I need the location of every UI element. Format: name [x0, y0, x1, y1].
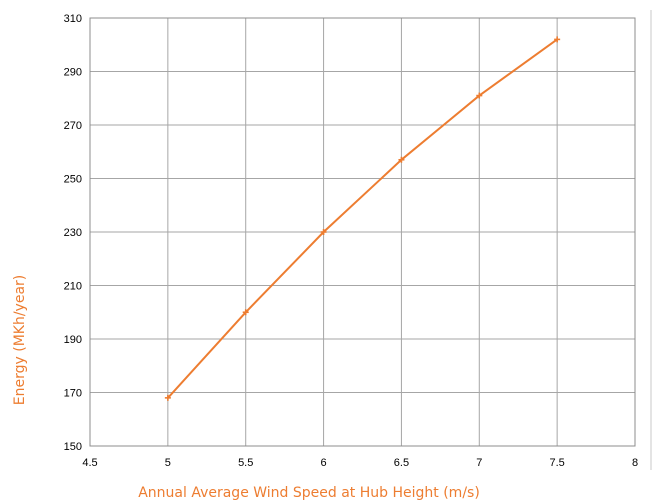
x-tick-label: 6 [321, 457, 327, 469]
x-tick-label: 7.5 [549, 457, 564, 469]
x-tick-label: 7 [476, 457, 482, 469]
x-tick-label: 8 [632, 457, 638, 469]
x-tick-label: 4.5 [82, 457, 97, 469]
y-tick-label: 210 [64, 281, 82, 293]
data-point-marker [476, 92, 483, 99]
plot-area [89, 17, 636, 447]
y-tick-label: 250 [64, 174, 82, 186]
y-tick-label: 150 [64, 441, 82, 453]
series-layer [164, 36, 561, 401]
data-point-marker [242, 309, 249, 316]
x-axis-ticks: 4.5 5 5.5 6 6.5 7 7.5 8 [82, 457, 638, 469]
y-tick-label: 290 [64, 67, 82, 79]
data-point-marker [320, 229, 327, 235]
y-tick-label: 190 [64, 334, 82, 346]
y-tick-label: 270 [64, 120, 82, 132]
y-tick-label: 170 [64, 388, 82, 400]
data-point-marker [164, 394, 171, 401]
y-tick-label: 310 [64, 13, 82, 25]
y-axis-title: Energy (MKh/year) [12, 275, 28, 405]
data-point-marker [398, 156, 405, 163]
x-tick-label: 6.5 [394, 457, 409, 469]
y-tick-label: 230 [64, 227, 82, 239]
series-line [167, 38, 558, 399]
x-axis-title: Annual Average Wind Speed at Hub Height … [138, 485, 480, 501]
x-tick-label: 5.5 [238, 457, 253, 469]
gridlines [89, 17, 636, 447]
x-tick-label: 5 [165, 457, 171, 469]
y-axis-ticks: 150 170 190 210 230 250 270 290 310 [64, 13, 82, 453]
data-point-marker [554, 36, 561, 43]
